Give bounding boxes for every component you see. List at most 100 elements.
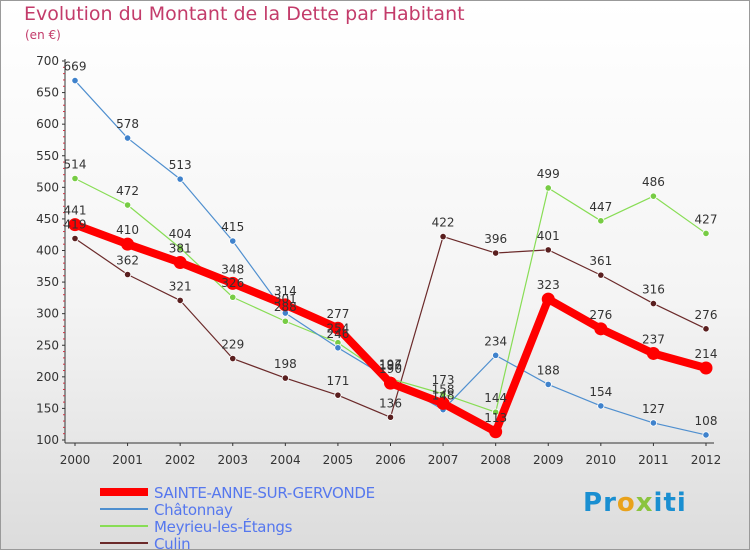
data-label: 127	[642, 402, 665, 416]
data-point	[68, 218, 82, 232]
data-label: 288	[274, 300, 297, 314]
data-label: 276	[589, 308, 612, 322]
data-label: 301	[274, 292, 297, 306]
data-point	[594, 322, 608, 336]
data-label: 158	[432, 382, 455, 396]
chart-title: Evolution du Montant de la Dette par Hab…	[24, 3, 465, 25]
x-tick-label: 2001	[112, 453, 143, 467]
data-label: 441	[64, 204, 87, 218]
data-point	[544, 246, 552, 254]
data-point	[71, 76, 79, 85]
data-point	[597, 217, 605, 225]
data-point	[331, 321, 345, 335]
y-tick-label: 500	[36, 180, 59, 194]
line-chart: 100 150 200 250 300 350 400 450 500 550 600 650 700 2…	[36, 54, 722, 467]
y-tick-label: 150	[36, 401, 59, 415]
data-point	[281, 317, 289, 325]
proxiti-logo: Proxiti	[583, 488, 687, 518]
x-tick-label: 2004	[270, 453, 301, 467]
data-point	[334, 344, 342, 352]
data-label: 237	[642, 332, 665, 346]
data-point	[123, 134, 132, 142]
data-label: 447	[589, 200, 612, 214]
x-tick-label: 2005	[323, 453, 354, 467]
y-tick-label: 100	[36, 433, 59, 447]
data-label: 173	[432, 373, 455, 387]
logo-letter: o	[616, 488, 636, 518]
x-tick-label: 2010	[586, 453, 617, 467]
data-label: 381	[169, 242, 192, 256]
data-point	[649, 192, 658, 200]
y-tick-label: 250	[36, 338, 59, 352]
legend-swatch-meyrieu	[100, 525, 148, 527]
data-point	[71, 174, 79, 183]
data-label: 513	[169, 158, 192, 172]
data-point	[281, 374, 289, 382]
logo-letter: x	[635, 488, 654, 518]
logo-letter: t	[663, 488, 677, 518]
data-point	[544, 380, 552, 389]
data-label: 246	[326, 327, 349, 341]
data-label: 254	[326, 322, 349, 336]
y-tick-label: 550	[36, 149, 59, 163]
data-label: 427	[695, 212, 718, 226]
legend-label: SAINTE-ANNE-SUR-GERVONDE	[154, 484, 375, 502]
logo-letter: P	[583, 488, 604, 518]
data-label: 171	[326, 374, 349, 388]
x-tick-label: 2003	[217, 453, 248, 467]
data-label: 419	[64, 217, 87, 231]
legend-swatch-sainte-anne	[100, 488, 148, 496]
data-label: 321	[169, 279, 192, 293]
data-label: 276	[695, 308, 718, 322]
data-label: 277	[326, 307, 349, 321]
x-tick-label: 2000	[60, 453, 91, 467]
chart-subtitle: (en €)	[25, 28, 61, 42]
data-label: 196	[379, 358, 402, 372]
y-tick-label: 400	[36, 244, 59, 258]
logo-letter: i	[653, 488, 664, 518]
data-point	[384, 376, 397, 390]
data-label: 108	[695, 414, 718, 428]
data-label: 214	[695, 347, 718, 361]
y-tick-label: 600	[36, 117, 59, 131]
data-point	[278, 298, 292, 312]
data-label: 472	[116, 184, 139, 198]
x-tick-label: 2002	[165, 453, 196, 467]
x-tick-label: 2006	[375, 453, 406, 467]
data-label: 188	[537, 363, 560, 377]
data-label: 422	[432, 216, 455, 230]
data-point	[649, 419, 658, 427]
y-tick-label: 700	[36, 54, 59, 68]
data-point	[334, 391, 342, 399]
data-point	[436, 396, 450, 410]
data-label: 362	[116, 254, 139, 268]
data-label: 410	[116, 223, 139, 237]
data-point	[492, 408, 500, 416]
data-label: 401	[537, 229, 560, 243]
legend-swatch-culin	[100, 542, 148, 544]
y-tick-label: 450	[36, 212, 59, 226]
data-point	[229, 237, 237, 245]
data-point	[176, 244, 184, 252]
data-point	[226, 276, 240, 290]
data-label: 514	[64, 157, 87, 171]
data-point	[123, 270, 132, 279]
y-tick-label: 350	[36, 275, 59, 289]
data-point	[702, 431, 710, 439]
data-label: 404	[169, 227, 192, 241]
logo-letter: r	[603, 488, 617, 518]
data-label: 136	[379, 396, 402, 410]
data-point	[492, 249, 500, 257]
data-label: 415	[221, 220, 244, 234]
x-tick-label: 2009	[533, 453, 564, 467]
data-label: 148	[432, 389, 455, 403]
data-point	[649, 299, 658, 308]
data-point	[439, 233, 447, 241]
data-point	[597, 271, 605, 279]
data-point	[229, 354, 237, 363]
data-point	[176, 296, 184, 305]
data-label: 229	[221, 338, 244, 352]
data-label: 190	[379, 362, 402, 376]
data-label: 144	[484, 391, 507, 405]
x-tick-label: 2012	[691, 453, 722, 467]
